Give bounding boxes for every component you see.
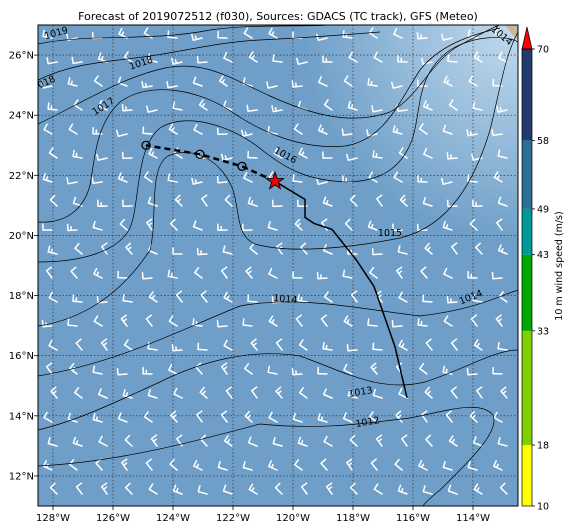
colorbar-band: [522, 208, 532, 255]
colorbar-band: [522, 330, 532, 446]
isobar-1017: [38, 27, 501, 223]
colorbar-tick-label: 10: [537, 502, 549, 513]
isobar-label: 1012: [355, 415, 381, 430]
cyclone-track: [141, 140, 408, 398]
wind-barbs: [41, 27, 508, 495]
forecast-position-marker: [141, 140, 151, 150]
isobar-1016: [38, 37, 518, 263]
map-frame: [37, 24, 519, 507]
x-tick-label: 128°W: [36, 513, 70, 524]
colorbar-tick-label: 18: [537, 441, 549, 452]
land-patch: [505, 25, 518, 40]
y-tick-label: 18°N: [9, 291, 34, 302]
x-tick-label: 120°W: [276, 513, 310, 524]
y-tick-label: 16°N: [9, 351, 34, 362]
colorbar-tick-label: 43: [537, 250, 549, 261]
past-track-line: [274, 180, 408, 398]
y-tick-label: 24°N: [9, 111, 34, 122]
y-tick-label: 14°N: [9, 411, 34, 422]
isobar-label: 1015: [378, 228, 402, 239]
high-wind-shading: [38, 25, 518, 506]
x-tick-label: 124°W: [156, 513, 190, 524]
y-tick-label: 26°N: [9, 51, 34, 62]
isobar-1013: [38, 349, 518, 431]
x-tick-label: 116°W: [396, 513, 430, 524]
isobar-1012: [38, 406, 495, 506]
colorbar-band: [522, 445, 532, 506]
isobar-label: 1013: [348, 385, 374, 400]
colorbar-tick-label: 49: [537, 204, 549, 215]
colorbar-label: 10 m wind speed (m/s): [554, 211, 565, 320]
y-tick-label: 20°N: [9, 231, 34, 242]
isobar-lines: [38, 25, 518, 506]
forecast-position-marker: [195, 149, 205, 159]
colorbar-frame: [521, 48, 533, 507]
y-tick-label: 22°N: [9, 171, 34, 182]
x-tick-label: 118°W: [336, 513, 370, 524]
colorbar-tick-label: 33: [537, 326, 549, 337]
current-position-star-icon: [265, 170, 285, 190]
axis-ticks: 128°W 126°W 124°W 122°W 120°W 118°W 116°W 114°W…: [9, 51, 490, 524]
y-tick-label: 12°N: [9, 471, 34, 482]
barb-field: [41, 27, 508, 495]
x-tick-label: 114°W: [456, 513, 490, 524]
forecast-position-marker: [237, 161, 247, 171]
colorbar-band: [522, 254, 532, 331]
isobar-label: 1014: [273, 293, 298, 306]
isobar-1018-west: [38, 31, 381, 81]
colorbar-tick-label: 58: [537, 136, 549, 147]
colorbar-band: [522, 140, 532, 209]
wind-speed-colorbar: 10 18 33 43 49 58 70: [521, 26, 549, 513]
isobar-1015: [38, 31, 518, 327]
x-tick-label: 122°W: [216, 513, 250, 524]
figure-title: Forecast of 2019072512 (f030), Sources: …: [78, 10, 478, 23]
colorbar-extend-arrow: [521, 26, 533, 50]
graticule: [38, 25, 518, 506]
x-tick-label: 126°W: [96, 513, 130, 524]
colorbar-band: [522, 49, 532, 141]
isobar-1019: [38, 25, 331, 45]
isobar-1014: [38, 289, 518, 377]
colorbar-tick-label: 70: [537, 45, 549, 56]
